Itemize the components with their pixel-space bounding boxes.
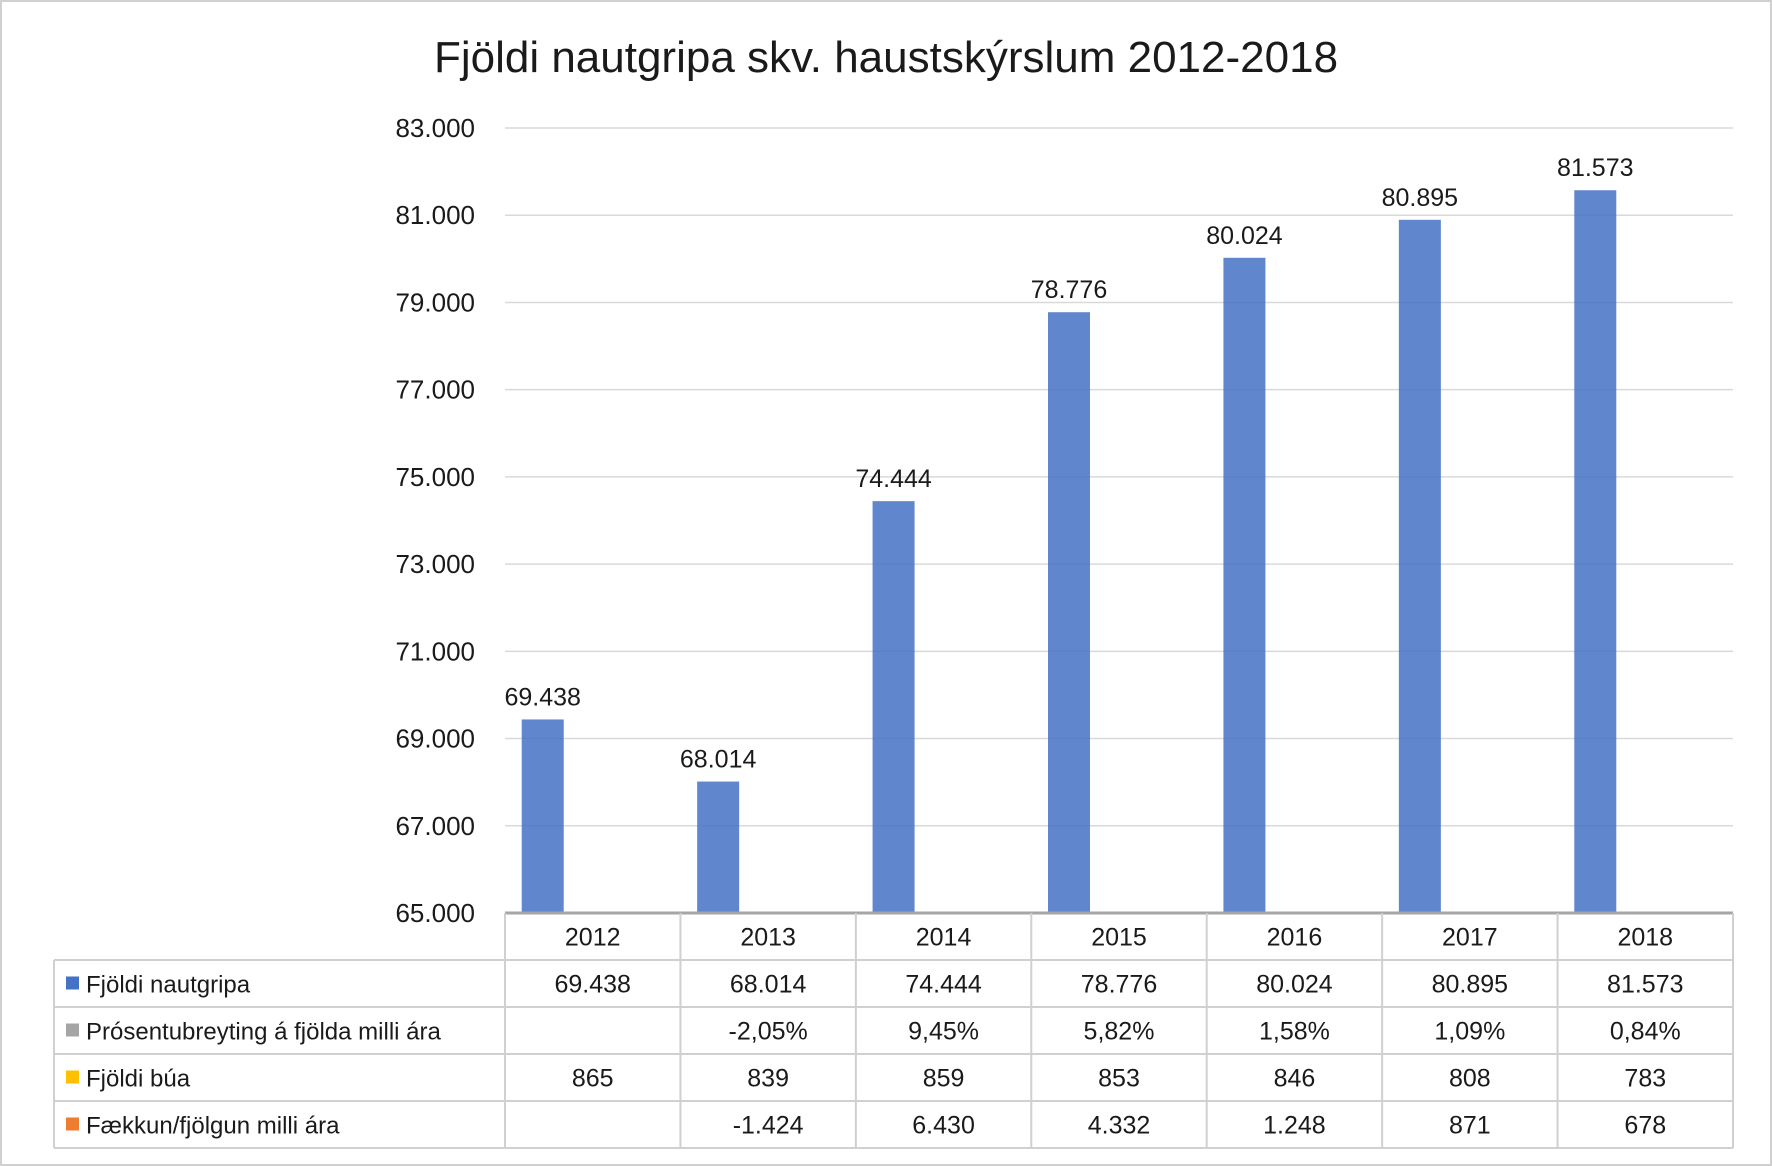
table-cell: 865: [572, 1065, 614, 1093]
table-cell: 80.024: [1256, 971, 1333, 999]
y-tick-label: 83.000: [395, 113, 475, 143]
table-cell: 853: [1098, 1065, 1140, 1093]
table-cell: 9,45%: [908, 1018, 979, 1046]
table-cell: 80.895: [1432, 971, 1508, 999]
series-name: Prósentubreyting á fjölda milli ára: [86, 1019, 441, 1046]
table-cell: 69.438: [554, 971, 630, 999]
category-label: 2018: [1617, 924, 1673, 952]
table-cell: 871: [1449, 1112, 1491, 1140]
y-tick-label: 79.000: [395, 287, 475, 317]
table-cell: 839: [747, 1065, 789, 1093]
bar-2016: [1223, 257, 1266, 914]
data-label: 68.014: [680, 746, 757, 774]
data-label: 80.024: [1206, 222, 1283, 250]
data-label: 74.444: [855, 465, 932, 493]
table-cell: 678: [1624, 1112, 1666, 1140]
category-label: 2016: [1267, 924, 1323, 952]
table-cell: 68.014: [730, 971, 807, 999]
category-label: 2014: [916, 924, 972, 952]
table-cell: 846: [1274, 1065, 1316, 1093]
legend-key-1: [66, 1023, 79, 1037]
table-cell: 808: [1449, 1065, 1491, 1093]
y-tick-label: 73.000: [395, 549, 475, 579]
y-tick-label: 65.000: [395, 898, 475, 928]
table-cell: -1.424: [733, 1112, 804, 1140]
data-labels: 69.438 68.014 74.444 78.776 80.024 80.895 81.5…: [504, 154, 1633, 773]
y-tick-label: 81.000: [395, 200, 475, 230]
bars: [505, 190, 1733, 915]
table-cell: -2,05%: [729, 1018, 808, 1046]
series-name: Fækkun/fjölgun milli ára: [86, 1113, 340, 1140]
series-name: Fjöldi búa: [86, 1066, 191, 1093]
y-axis-ticks: 65.000 67.000 69.000 71.000 73.000 75.000 77.0…: [395, 113, 475, 928]
category-label: 2013: [740, 924, 796, 952]
category-label: 2017: [1442, 924, 1498, 952]
table-cell: 78.776: [1081, 971, 1157, 999]
legend-key-3: [66, 1117, 79, 1131]
table-cell: 1.248: [1263, 1112, 1326, 1140]
table-cell: 4.332: [1088, 1112, 1151, 1140]
table-cell: 74.444: [905, 971, 982, 999]
table-cell: 0,84%: [1610, 1018, 1681, 1046]
bar-2014: [872, 501, 915, 913]
series-name: Fjöldi nautgripa: [86, 972, 251, 999]
chart-title: Fjöldi nautgripa skv. haustskýrslum 2012…: [434, 33, 1338, 82]
table-cell: 5,82%: [1084, 1018, 1155, 1046]
legend-key-0: [66, 976, 79, 990]
data-table: 2012 2013 2014 2015 2016 2017 2018 Fjöldi nautg…: [53, 913, 1734, 1149]
legend-key-2: [66, 1070, 79, 1084]
data-label: 80.895: [1382, 184, 1458, 212]
table-cell: 783: [1624, 1065, 1666, 1093]
table-cell: 859: [923, 1065, 965, 1093]
gridlines: [505, 127, 1733, 827]
y-tick-label: 75.000: [395, 462, 475, 492]
table-cell: 81.573: [1607, 971, 1683, 999]
bar-2018: [1574, 190, 1617, 914]
bar-2017: [1398, 219, 1441, 913]
bar-2013: [697, 781, 740, 913]
data-label: 78.776: [1031, 276, 1107, 304]
y-tick-label: 77.000: [395, 375, 475, 405]
y-tick-label: 69.000: [395, 724, 475, 754]
table-cell: 6.430: [912, 1112, 975, 1140]
y-tick-label: 71.000: [395, 636, 475, 666]
bar-2012: [521, 719, 564, 913]
category-label: 2012: [565, 924, 621, 952]
table-cell: 1,09%: [1434, 1018, 1505, 1046]
table-cell: 1,58%: [1259, 1018, 1330, 1046]
bar-2015: [1048, 312, 1090, 913]
data-label: 81.573: [1557, 154, 1633, 182]
y-tick-label: 67.000: [395, 811, 475, 841]
category-label: 2015: [1091, 924, 1147, 952]
data-label: 69.438: [504, 683, 580, 711]
